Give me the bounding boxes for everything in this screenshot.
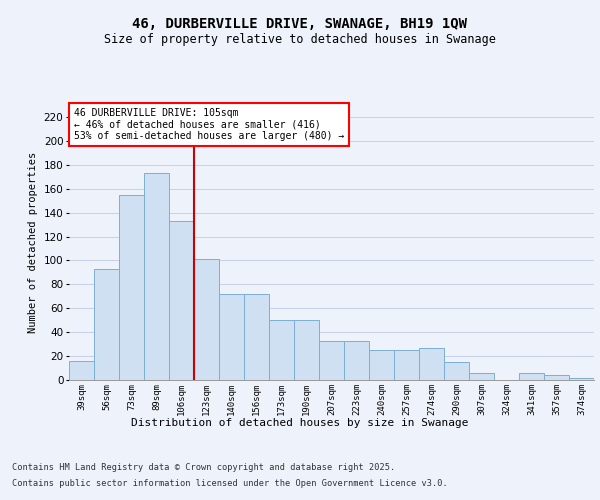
Bar [394,350,419,380]
Bar [544,375,569,380]
Bar [219,294,244,380]
Y-axis label: Number of detached properties: Number of detached properties [28,152,38,333]
Bar [119,194,144,380]
Text: Distribution of detached houses by size in Swanage: Distribution of detached houses by size … [131,418,469,428]
Bar [144,173,169,380]
Bar [369,350,394,380]
Bar [469,373,494,380]
Bar [244,294,269,380]
Text: 46, DURBERVILLE DRIVE, SWANAGE, BH19 1QW: 46, DURBERVILLE DRIVE, SWANAGE, BH19 1QW [133,18,467,32]
Text: Size of property relative to detached houses in Swanage: Size of property relative to detached ho… [104,32,496,46]
Text: 46 DURBERVILLE DRIVE: 105sqm
← 46% of detached houses are smaller (416)
53% of s: 46 DURBERVILLE DRIVE: 105sqm ← 46% of de… [74,108,344,141]
Bar [94,269,119,380]
Bar [194,259,219,380]
Bar [419,348,444,380]
Bar [319,340,344,380]
Bar [169,221,194,380]
Text: Contains HM Land Registry data © Crown copyright and database right 2025.: Contains HM Land Registry data © Crown c… [12,464,395,472]
Bar [519,373,544,380]
Bar [569,378,594,380]
Bar [294,320,319,380]
Text: Contains public sector information licensed under the Open Government Licence v3: Contains public sector information licen… [12,478,448,488]
Bar [69,361,94,380]
Bar [344,340,369,380]
Bar [444,362,469,380]
Bar [269,320,294,380]
